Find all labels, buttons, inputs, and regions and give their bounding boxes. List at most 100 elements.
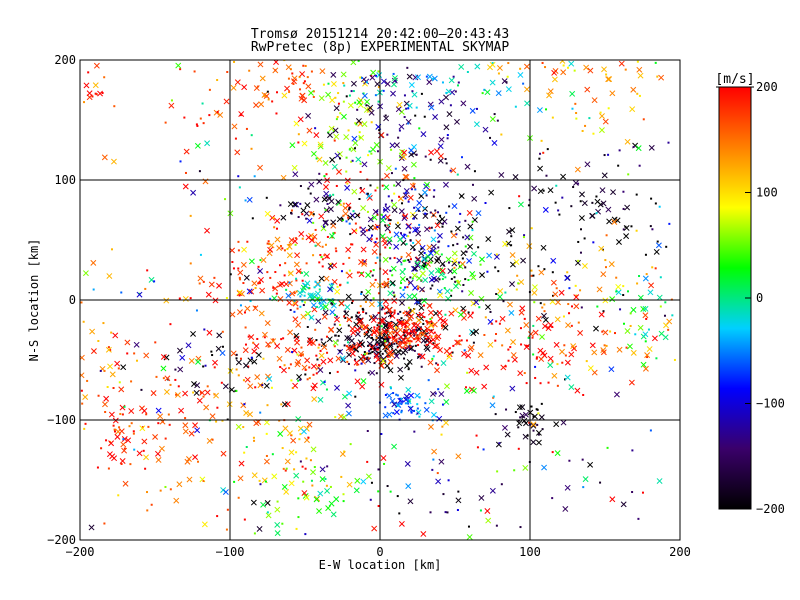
scatter-point: [312, 95, 315, 98]
scatter-point: [287, 201, 294, 208]
scatter-point: [432, 458, 435, 461]
scatter-point: [398, 123, 405, 130]
scatter-point: [434, 222, 441, 229]
scatter-point: [409, 345, 412, 348]
scatter-point: [366, 192, 369, 195]
scatter-point: [259, 75, 266, 82]
scatter-point: [243, 410, 250, 416]
scatter-point: [428, 104, 435, 111]
scatter-point: [217, 112, 224, 118]
scatter-point: [423, 316, 426, 319]
scatter-point: [260, 257, 267, 264]
scatter-point: [424, 346, 431, 352]
scatter-point: [235, 357, 238, 360]
scatter-point: [177, 366, 184, 373]
scatter-point: [506, 228, 513, 235]
scatter-point: [237, 475, 244, 482]
scatter-point: [202, 280, 205, 283]
scatter-point: [193, 70, 196, 73]
scatter-point: [325, 505, 332, 512]
scatter-point: [618, 60, 625, 67]
scatter-point: [516, 420, 523, 427]
scatter-point: [314, 228, 317, 231]
scatter-point: [408, 342, 411, 345]
scatter-point: [430, 236, 437, 243]
scatter-point: [528, 421, 531, 424]
scatter-point: [336, 216, 343, 223]
scatter-point: [581, 262, 588, 269]
scatter-point: [438, 136, 445, 143]
scatter-point: [244, 199, 247, 202]
scatter-point: [664, 301, 667, 304]
scatter-point: [591, 97, 598, 104]
scatter-point: [445, 162, 448, 165]
scatter-point: [391, 401, 398, 408]
scatter-point: [345, 156, 348, 159]
scatter-point: [667, 141, 670, 144]
scatter-point: [446, 137, 449, 140]
scatter-point: [451, 268, 458, 275]
y-tick-label: 200: [54, 53, 76, 67]
scatter-point: [428, 270, 435, 276]
scatter-point: [230, 350, 237, 357]
scatter-point: [356, 108, 359, 111]
scatter-point: [257, 282, 260, 285]
scatter-point: [579, 251, 582, 254]
scatter-point: [382, 269, 389, 275]
scatter-point: [371, 274, 374, 277]
scatter-point: [373, 353, 380, 359]
scatter-point: [391, 337, 398, 344]
scatter-point: [309, 237, 315, 244]
scatter-point: [117, 494, 120, 497]
scatter-point: [293, 468, 296, 471]
scatter-point: [395, 342, 398, 345]
scatter-point: [552, 291, 559, 298]
scatter-point: [383, 462, 386, 465]
scatter-point: [291, 387, 294, 390]
scatter-point: [483, 334, 486, 337]
scatter-point: [389, 142, 396, 149]
scatter-point: [282, 337, 285, 340]
scatter-point: [242, 379, 245, 382]
scatter-point: [522, 236, 525, 239]
scatter-point: [615, 276, 618, 279]
scatter-point: [304, 467, 307, 470]
scatter-point: [194, 382, 201, 389]
scatter-point: [339, 355, 346, 362]
scatter-point: [624, 204, 631, 211]
scatter-point: [374, 262, 377, 265]
scatter-point: [293, 300, 296, 303]
scatter-point: [175, 393, 178, 396]
scatter-point: [524, 100, 531, 107]
scatter-point: [342, 262, 345, 265]
scatter-point: [439, 267, 446, 274]
scatter-point: [596, 286, 603, 293]
scatter-point: [307, 287, 310, 290]
scatter-point: [399, 292, 406, 299]
scatter-point: [517, 71, 524, 78]
scatter-point: [329, 97, 336, 104]
scatter-point: [198, 170, 201, 173]
scatter-point: [339, 203, 342, 206]
scatter-point: [301, 237, 304, 240]
scatter-point: [370, 152, 373, 155]
scatter-point: [272, 338, 275, 341]
y-tick-label: −200: [47, 533, 76, 547]
scatter-point: [340, 113, 347, 120]
scatter-point: [274, 271, 277, 274]
scatter-point: [644, 253, 647, 256]
scatter-point: [538, 269, 545, 276]
scatter-point: [299, 88, 302, 91]
scatter-point: [349, 326, 356, 332]
scatter-point: [442, 493, 445, 496]
scatter-point: [225, 528, 228, 531]
scatter-point: [310, 70, 313, 73]
scatter-point: [371, 248, 378, 255]
scatter-point: [452, 244, 455, 247]
scatter-point: [155, 457, 162, 463]
scatter-point: [369, 348, 372, 351]
scatter-point: [575, 112, 578, 115]
scatter-point: [496, 119, 499, 122]
scatter-point: [333, 323, 336, 326]
scatter-point: [495, 90, 502, 97]
